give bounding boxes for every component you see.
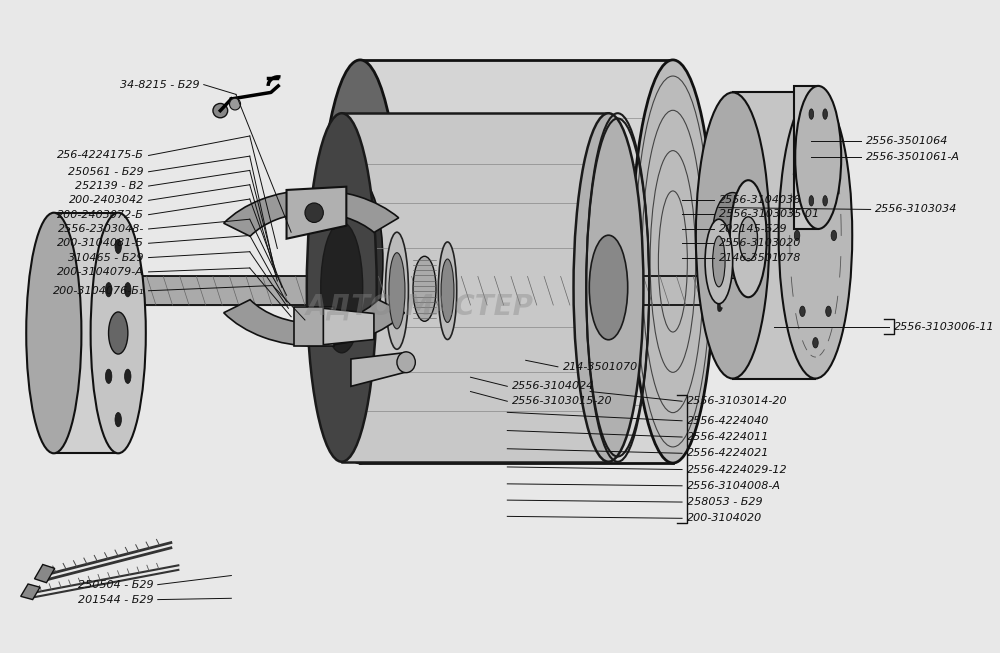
Text: 2556-3104036: 2556-3104036 — [719, 195, 801, 204]
Text: 200-3104079-А: 200-3104079-А — [57, 267, 144, 277]
Text: 256-4224175-Б: 256-4224175-Б — [57, 150, 144, 161]
Ellipse shape — [125, 369, 131, 383]
Polygon shape — [351, 353, 406, 387]
Ellipse shape — [115, 413, 121, 427]
Ellipse shape — [26, 213, 81, 453]
Polygon shape — [287, 187, 346, 239]
Polygon shape — [294, 307, 334, 346]
Ellipse shape — [696, 93, 769, 379]
Ellipse shape — [831, 231, 837, 241]
Text: 2556-3103034: 2556-3103034 — [875, 204, 958, 214]
Text: 202145-Б29: 202145-Б29 — [719, 224, 787, 234]
Ellipse shape — [441, 259, 454, 323]
Ellipse shape — [589, 235, 628, 340]
Ellipse shape — [389, 253, 405, 328]
Text: 2556-3104024: 2556-3104024 — [512, 381, 594, 391]
Text: 2556-4224040: 2556-4224040 — [687, 416, 769, 426]
Ellipse shape — [91, 213, 146, 453]
Text: 310465 - Б29: 310465 - Б29 — [68, 253, 144, 263]
Ellipse shape — [713, 236, 725, 287]
Text: 2556-3103014-20: 2556-3103014-20 — [687, 396, 787, 406]
Text: 250504 - Б29: 250504 - Б29 — [78, 580, 153, 590]
Ellipse shape — [321, 222, 363, 353]
Polygon shape — [54, 213, 118, 453]
Ellipse shape — [397, 352, 415, 373]
Text: 201544 - Б29: 201544 - Б29 — [78, 595, 153, 605]
Text: 2556-3103035 01: 2556-3103035 01 — [719, 209, 819, 219]
Polygon shape — [794, 86, 818, 229]
Polygon shape — [733, 93, 815, 379]
Ellipse shape — [109, 312, 128, 354]
Ellipse shape — [385, 232, 408, 349]
Ellipse shape — [826, 154, 831, 165]
Wedge shape — [224, 300, 405, 346]
Text: 214-3501070: 214-3501070 — [562, 362, 638, 372]
Ellipse shape — [413, 256, 436, 321]
Ellipse shape — [809, 196, 814, 206]
Ellipse shape — [800, 306, 805, 317]
Ellipse shape — [115, 239, 121, 253]
Ellipse shape — [105, 369, 112, 383]
Polygon shape — [294, 190, 334, 229]
Ellipse shape — [438, 242, 457, 340]
Text: 200-2403072-Б: 200-2403072-Б — [57, 210, 144, 219]
Polygon shape — [323, 308, 374, 345]
Text: 200-3104076-Б₁: 200-3104076-Б₁ — [53, 286, 144, 296]
Text: 2556-3103006-11: 2556-3103006-11 — [894, 321, 994, 332]
Text: 34-8215 - Б29: 34-8215 - Б29 — [120, 80, 199, 89]
Ellipse shape — [730, 180, 767, 297]
Ellipse shape — [794, 231, 800, 241]
Text: 2556-2303048-: 2556-2303048- — [58, 224, 144, 234]
Text: 2556-4224021: 2556-4224021 — [687, 449, 769, 458]
Polygon shape — [342, 113, 608, 462]
Ellipse shape — [712, 193, 753, 278]
Text: 258053 - Б29: 258053 - Б29 — [687, 497, 762, 507]
Ellipse shape — [809, 109, 814, 119]
Ellipse shape — [307, 113, 377, 462]
Ellipse shape — [125, 283, 131, 297]
Ellipse shape — [800, 154, 805, 165]
Text: 2556-3103015-20: 2556-3103015-20 — [512, 396, 613, 406]
Text: АДТО-МАСТЕР: АДТО-МАСТЕР — [306, 293, 534, 321]
Ellipse shape — [213, 103, 228, 118]
Ellipse shape — [305, 203, 323, 223]
Ellipse shape — [823, 196, 827, 206]
Wedge shape — [224, 190, 399, 236]
Polygon shape — [35, 564, 55, 582]
Text: 2556-3501061-А: 2556-3501061-А — [866, 152, 960, 163]
Ellipse shape — [813, 123, 818, 133]
Ellipse shape — [813, 338, 818, 348]
Ellipse shape — [705, 219, 733, 304]
Text: 250561 - Б29: 250561 - Б29 — [68, 167, 144, 177]
Ellipse shape — [574, 113, 643, 462]
Ellipse shape — [319, 60, 402, 463]
Text: 2556-4224029-12: 2556-4224029-12 — [687, 464, 787, 475]
Text: 252139 - В2: 252139 - В2 — [75, 181, 144, 191]
Polygon shape — [21, 584, 40, 599]
Text: 2556-4224011: 2556-4224011 — [687, 432, 769, 442]
Text: 2146-3501078: 2146-3501078 — [719, 253, 801, 263]
Text: 2556-3501064: 2556-3501064 — [866, 136, 948, 146]
Ellipse shape — [230, 98, 241, 110]
Ellipse shape — [337, 181, 383, 342]
Ellipse shape — [795, 86, 841, 229]
Text: 2556-3104008-А: 2556-3104008-А — [687, 481, 781, 491]
Ellipse shape — [631, 60, 714, 463]
Text: 200-2403042: 200-2403042 — [69, 195, 144, 205]
Ellipse shape — [823, 109, 827, 119]
Ellipse shape — [826, 306, 831, 317]
Text: 2556-3103020: 2556-3103020 — [719, 238, 801, 248]
Ellipse shape — [739, 217, 758, 261]
Ellipse shape — [779, 93, 852, 379]
Ellipse shape — [105, 283, 112, 297]
Text: 200-3104020: 200-3104020 — [687, 513, 762, 523]
Polygon shape — [360, 60, 673, 463]
Text: 200-3104081-Б: 200-3104081-Б — [57, 238, 144, 248]
